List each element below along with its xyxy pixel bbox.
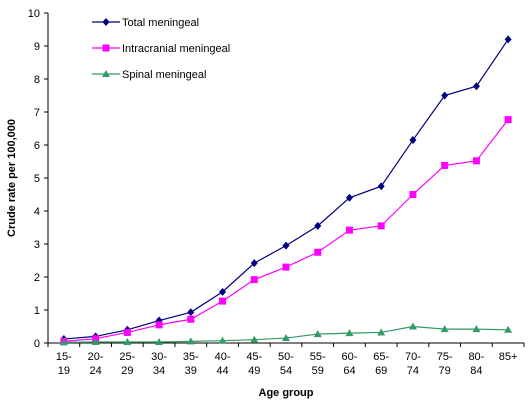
- legend: Total meningeal Intracranial meningeal Spi…: [92, 17, 230, 81]
- series-line: [63, 119, 509, 342]
- y-tick-label: 1: [34, 305, 40, 317]
- y-tick-label: 9: [34, 41, 40, 53]
- data-point: [440, 325, 449, 333]
- y-tick-label: 5: [34, 173, 40, 185]
- data-point: [313, 330, 322, 338]
- series-spinal-meningeal: [59, 322, 513, 346]
- x-tick-label: 80-84: [468, 351, 484, 377]
- x-tick-label: 55-59: [310, 351, 326, 377]
- legend-item: Total meningeal: [92, 17, 199, 29]
- x-tick-label: 15-19: [56, 351, 72, 377]
- legend-marker: [102, 18, 110, 26]
- data-point: [219, 287, 227, 296]
- data-point: [441, 161, 449, 169]
- legend-label: Intracranial meningeal: [122, 43, 230, 55]
- data-point: [123, 328, 131, 336]
- y-tick-label: 6: [34, 140, 40, 152]
- data-point: [345, 226, 353, 234]
- data-point: [218, 336, 227, 344]
- x-tick-label: 70-74: [405, 351, 421, 377]
- y-tick-label: 0: [34, 338, 40, 350]
- x-tick-label: 30-34: [151, 351, 167, 377]
- data-point: [155, 321, 163, 329]
- data-point: [377, 222, 385, 230]
- data-point: [377, 182, 385, 191]
- data-point: [504, 325, 513, 333]
- data-point: [472, 157, 480, 165]
- data-point: [345, 329, 354, 337]
- data-point: [250, 276, 258, 284]
- series-intracranial-meningeal: [60, 116, 512, 345]
- x-tick-label: 85+: [499, 351, 518, 363]
- data-point: [345, 193, 353, 202]
- y-axis-title: Crude rate per 100,000: [6, 119, 18, 237]
- legend-item: Intracranial meningeal: [92, 43, 230, 55]
- axes: [44, 12, 525, 347]
- x-tick-label: 50-54: [278, 351, 294, 377]
- data-point: [409, 136, 417, 145]
- y-tick-label: 7: [34, 107, 40, 119]
- data-point: [219, 297, 227, 305]
- legend-marker: [102, 44, 110, 52]
- data-point: [377, 328, 386, 336]
- y-tick-label: 2: [34, 272, 40, 284]
- legend-marker: [102, 70, 110, 77]
- x-tick-label: 45-49: [246, 351, 262, 377]
- tick-labels: 0 1 2 3 4 5 6 7 8 9 10 15-19 20-24 25-29 30-34 35-39 40-…: [28, 8, 518, 377]
- data-point: [504, 35, 512, 44]
- data-point: [408, 322, 417, 330]
- series-line: [63, 39, 509, 340]
- data-point: [282, 334, 290, 342]
- data-point: [314, 221, 322, 230]
- data-point: [282, 241, 290, 250]
- y-tick-label: 10: [28, 8, 40, 20]
- data-point: [441, 91, 449, 100]
- data-point: [314, 248, 322, 256]
- data-point: [123, 338, 132, 346]
- y-tick-label: 3: [34, 239, 40, 251]
- data-point: [472, 325, 481, 333]
- series-total-meningeal: [60, 35, 512, 344]
- data-point: [186, 337, 195, 345]
- data-point: [250, 259, 258, 268]
- data-point: [472, 82, 480, 91]
- legend-item: Spinal meningeal: [92, 69, 206, 81]
- data-point: [409, 191, 417, 198]
- x-tick-label: 60-64: [342, 351, 358, 377]
- x-tick-label: 35-39: [183, 351, 199, 377]
- x-tick-label: 75-79: [437, 351, 453, 377]
- data-point: [187, 308, 195, 317]
- data-point: [91, 338, 100, 346]
- data-point: [504, 116, 512, 124]
- legend-label: Spinal meningeal: [122, 69, 206, 81]
- y-tick-label: 4: [34, 206, 40, 218]
- data-point: [282, 263, 290, 271]
- legend-label: Total meningeal: [122, 17, 199, 29]
- y-tick-label: 8: [34, 74, 40, 86]
- x-tick-label: 25-29: [119, 351, 135, 377]
- data-point: [250, 335, 259, 343]
- x-tick-label: 65-69: [373, 351, 389, 377]
- series-lines: [59, 35, 513, 346]
- data-point: [155, 338, 164, 346]
- x-tick-label: 20-24: [88, 351, 104, 377]
- data-point: [187, 315, 195, 323]
- x-axis-title: Age group: [259, 387, 314, 399]
- x-tick-label: 40-44: [215, 351, 231, 377]
- data-point: [59, 338, 68, 346]
